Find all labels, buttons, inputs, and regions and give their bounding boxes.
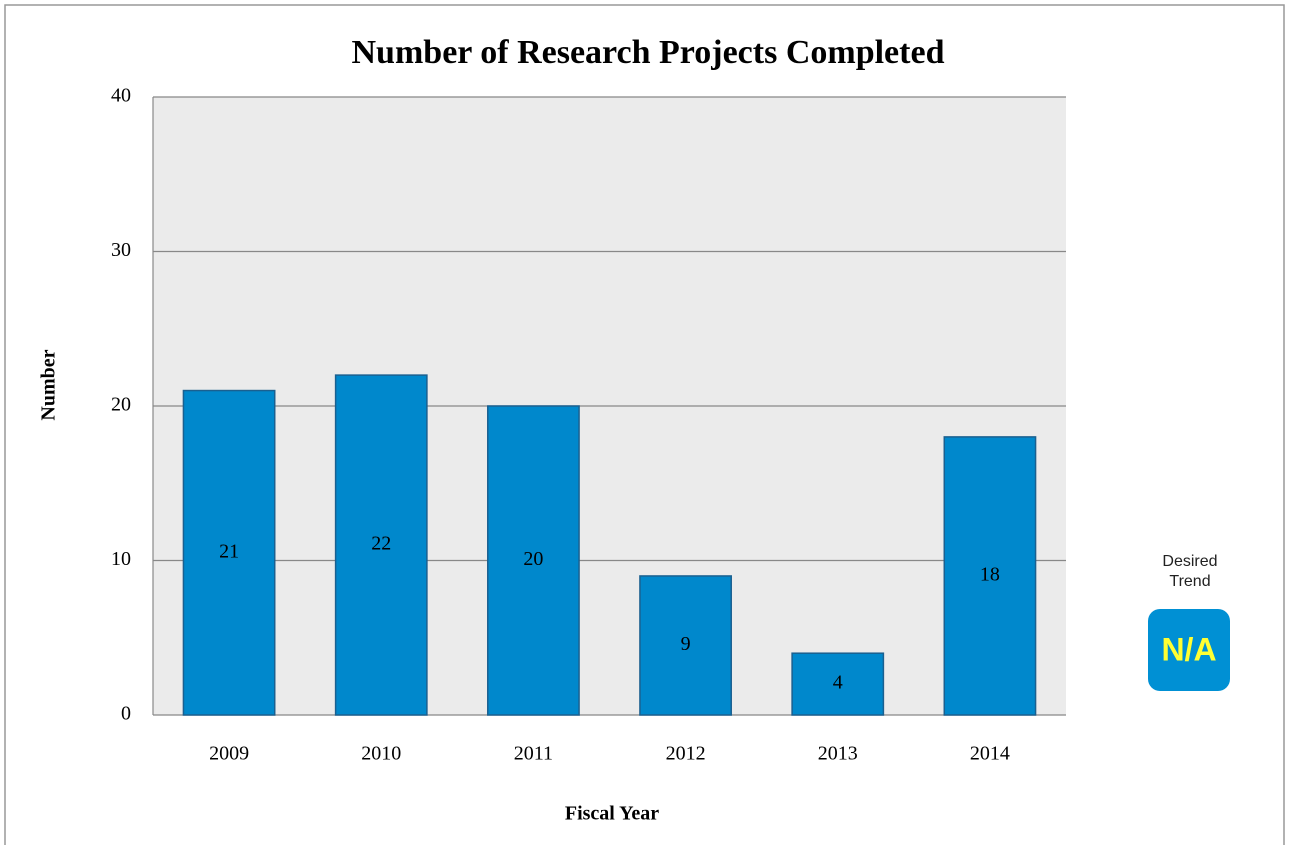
trend-value: N/A: [1161, 631, 1216, 667]
x-tick-label: 2011: [514, 743, 553, 765]
x-tick-label: 2014: [970, 743, 1010, 765]
bar: [182, 389, 276, 716]
bar: [943, 436, 1037, 716]
frame: [4, 4, 1285, 845]
data-label: 20: [523, 548, 543, 570]
chart-title: Number of Research Projects Completed: [352, 34, 945, 71]
y-tick-label: 30: [111, 239, 131, 261]
y-tick-label: 0: [121, 703, 131, 725]
bar: [791, 652, 885, 716]
x-tick-label: 2012: [666, 743, 706, 765]
data-label: 18: [980, 564, 1000, 586]
y-tick-label: 20: [111, 394, 131, 416]
x-tick-label: 2010: [361, 743, 401, 765]
data-label: 9: [681, 633, 691, 655]
bar: [334, 374, 428, 716]
x-tick-label: 2013: [818, 743, 858, 765]
x-tick-label: 2009: [209, 743, 249, 765]
bar: [639, 575, 732, 716]
y-tick-label: 10: [111, 548, 131, 570]
data-label: 22: [371, 533, 391, 555]
y-tick-label: 40: [111, 85, 131, 107]
trend-label: Desired Trend: [1162, 553, 1218, 590]
bar: [487, 405, 580, 716]
y-axis-title: Number: [38, 349, 60, 420]
x-axis-title: Fiscal Year: [565, 803, 659, 825]
data-label: 4: [833, 672, 843, 694]
data-label: 21: [219, 540, 239, 562]
trend-badge: [1148, 609, 1230, 691]
